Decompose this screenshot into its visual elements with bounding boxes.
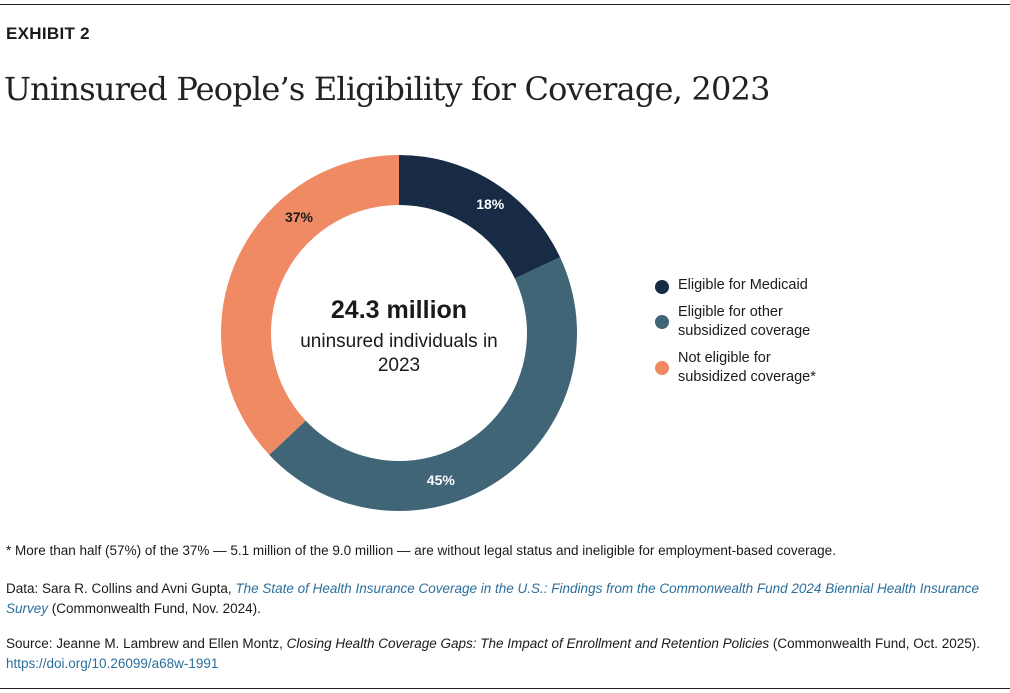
source-title: Closing Health Coverage Gaps: The Impact… bbox=[286, 636, 770, 651]
legend-item-other-subsidized: Eligible for other subsidized coverage bbox=[655, 303, 838, 341]
source-note-prefix: Source: Jeanne M. Lambrew and Ellen Mont… bbox=[6, 636, 287, 651]
donut-slice-2 bbox=[221, 155, 399, 455]
chart-title: Uninsured People’s Eligibility for Cover… bbox=[4, 70, 770, 108]
center-label: uninsured individuals in 2023 bbox=[270, 330, 528, 378]
data-source-link[interactable]: The State of Health Insurance Coverage i… bbox=[6, 581, 980, 616]
data-label-0: 18% bbox=[476, 196, 505, 212]
legend-swatch bbox=[655, 280, 669, 294]
center-label-text: uninsured individuals in 2023 bbox=[300, 331, 498, 376]
data-label-1: 45% bbox=[427, 472, 456, 488]
bottom-rule bbox=[0, 688, 1010, 689]
top-rule bbox=[0, 4, 1010, 5]
legend-label: Not eligible for subsidized coverage* bbox=[678, 350, 816, 385]
donut-slice-0 bbox=[399, 155, 561, 279]
legend-item-not-eligible: Not eligible for subsidized coverage* bbox=[655, 349, 838, 387]
source-note: Source: Jeanne M. Lambrew and Ellen Mont… bbox=[6, 634, 996, 674]
source-note-suffix: (Commonwealth Fund, Oct. 2025). bbox=[769, 636, 980, 651]
legend: Eligible for Medicaid Eligible for other… bbox=[655, 276, 838, 395]
footnote: * More than half (57%) of the 37% — 5.1 … bbox=[6, 543, 836, 558]
data-note-prefix: Data: Sara R. Collins and Avni Gupta, bbox=[6, 581, 236, 596]
exhibit-label: EXHIBIT 2 bbox=[6, 24, 90, 43]
legend-label: Eligible for other subsidized coverage bbox=[678, 304, 811, 339]
legend-label: Eligible for Medicaid bbox=[678, 277, 808, 293]
doi-link[interactable]: https://doi.org/10.26099/a68w-1991 bbox=[6, 656, 219, 671]
donut-slice-1 bbox=[269, 257, 577, 511]
data-note-suffix: (Commonwealth Fund, Nov. 2024). bbox=[48, 601, 261, 616]
legend-swatch bbox=[655, 361, 669, 375]
legend-item-medicaid: Eligible for Medicaid bbox=[655, 276, 838, 295]
data-label-2: 37% bbox=[285, 209, 314, 225]
center-value: 24.3 million bbox=[330, 296, 468, 324]
legend-swatch bbox=[655, 315, 669, 329]
data-note: Data: Sara R. Collins and Avni Gupta, Th… bbox=[6, 579, 996, 619]
